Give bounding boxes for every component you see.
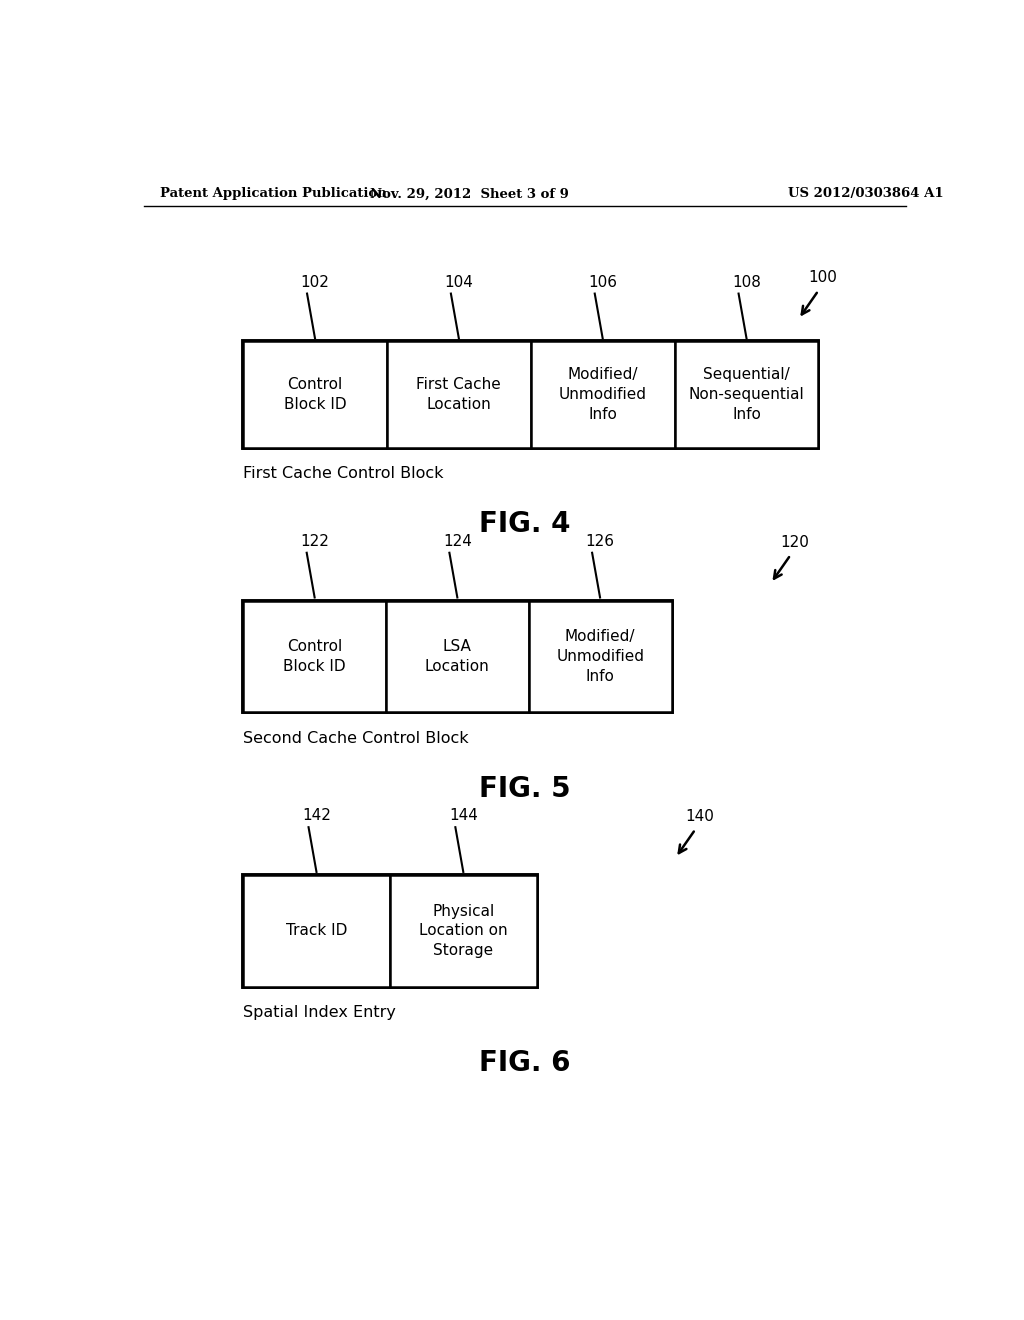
Text: Sequential/
Non-sequential
Info: Sequential/ Non-sequential Info (688, 367, 805, 422)
Bar (387, 342, 530, 447)
Text: 124: 124 (443, 533, 472, 549)
Text: Control
Block ID: Control Block ID (284, 639, 346, 673)
Text: LSA
Location: LSA Location (425, 639, 489, 673)
Text: 100: 100 (808, 271, 837, 285)
Bar (243, 342, 818, 447)
Text: Nov. 29, 2012  Sheet 3 of 9: Nov. 29, 2012 Sheet 3 of 9 (370, 187, 568, 201)
Text: Spatial Index Entry: Spatial Index Entry (243, 1005, 396, 1020)
Text: 142: 142 (302, 808, 331, 824)
Bar (675, 342, 818, 447)
Bar (530, 342, 675, 447)
Bar (243, 875, 537, 987)
Text: 126: 126 (586, 533, 614, 549)
Text: First Cache
Location: First Cache Location (417, 378, 501, 412)
Text: First Cache Control Block: First Cache Control Block (243, 466, 443, 482)
Text: 140: 140 (685, 809, 714, 824)
Text: Second Cache Control Block: Second Cache Control Block (243, 731, 469, 746)
Text: Control
Block ID: Control Block ID (284, 378, 346, 412)
Text: 144: 144 (449, 808, 478, 824)
Bar (386, 601, 528, 713)
Bar (243, 601, 386, 713)
Bar (528, 601, 672, 713)
Text: Modified/
Unmodified
Info: Modified/ Unmodified Info (559, 367, 647, 422)
Text: Track ID: Track ID (286, 924, 347, 939)
Text: FIG. 4: FIG. 4 (479, 511, 570, 539)
Bar (243, 875, 390, 987)
Text: FIG. 6: FIG. 6 (479, 1049, 570, 1077)
Text: FIG. 5: FIG. 5 (479, 775, 570, 803)
Text: 108: 108 (732, 275, 761, 289)
Text: Patent Application Publication: Patent Application Publication (160, 187, 386, 201)
Bar (243, 342, 387, 447)
Text: 104: 104 (444, 275, 473, 289)
Text: US 2012/0303864 A1: US 2012/0303864 A1 (788, 187, 944, 201)
Bar (243, 601, 672, 713)
Bar (390, 875, 537, 987)
Text: 102: 102 (301, 275, 330, 289)
Text: 122: 122 (300, 533, 329, 549)
Text: Physical
Location on
Storage: Physical Location on Storage (419, 904, 508, 958)
Text: 120: 120 (780, 535, 809, 549)
Text: 106: 106 (588, 275, 617, 289)
Text: Modified/
Unmodified
Info: Modified/ Unmodified Info (556, 630, 644, 684)
